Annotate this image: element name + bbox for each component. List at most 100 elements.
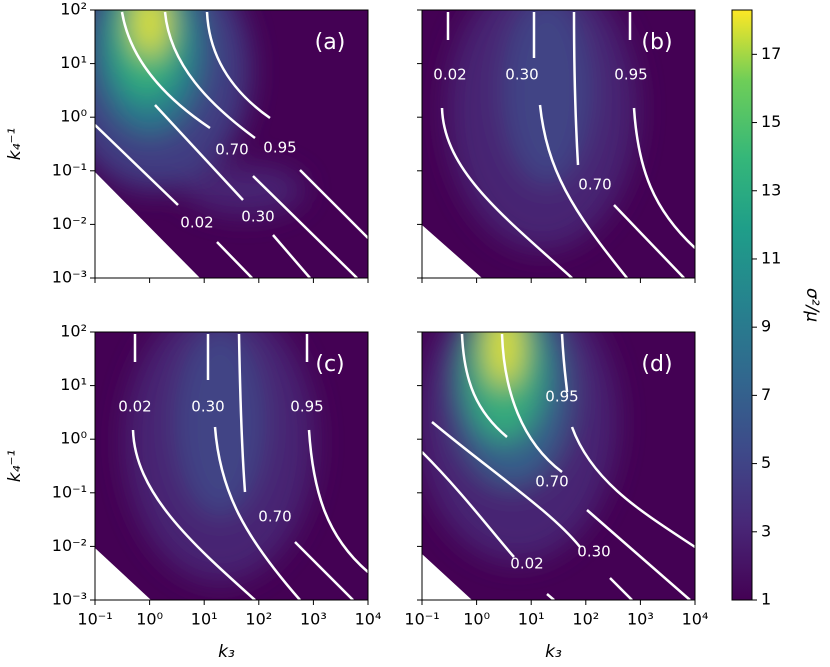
- x-tick-label: 10¹: [518, 610, 545, 629]
- x-tick-label: 10⁴: [682, 610, 709, 629]
- colorbar-tick-label: 9: [761, 317, 771, 336]
- contour-line: [431, 421, 581, 548]
- colorbar-tick-label: 1: [761, 590, 771, 609]
- field-blob: [185, 165, 305, 215]
- contour-line: [213, 426, 301, 600]
- y-tick-label: 10⁻¹: [52, 482, 87, 501]
- contour-label: 0.70: [215, 141, 248, 159]
- contour-line: [632, 107, 695, 249]
- contour-line: [609, 577, 633, 600]
- contour-line: [237, 333, 247, 493]
- x-tick-label: 10³: [627, 610, 654, 629]
- contours: [95, 11, 368, 278]
- contour-line: [560, 333, 569, 393]
- panel: 0.02 0.30 0.95 0.70 (c) 10⁻¹ 10⁰ 10¹ 10² 10³ 10⁴ 10…: [5, 322, 382, 663]
- y-tick-label: 10²: [60, 322, 87, 341]
- axes-frame: [421, 331, 696, 601]
- contour-line: [131, 429, 256, 600]
- y-axis-label: k₄⁻¹: [5, 128, 25, 160]
- no-data-region: [95, 172, 200, 278]
- contour-line: [205, 11, 271, 120]
- contour-line: [440, 107, 573, 278]
- colorbar-tick-label: 17: [761, 44, 781, 63]
- contour-line: [272, 234, 311, 278]
- no-data-region: [95, 548, 151, 600]
- contour-line: [299, 169, 368, 239]
- axes-frame: [421, 9, 696, 279]
- y-tick-label: 10²: [60, 0, 87, 19]
- field-blob: [486, 332, 522, 387]
- contours: [131, 333, 368, 600]
- colorbar-label: σ²/μ: [802, 288, 822, 322]
- contour-line: [294, 541, 354, 600]
- y-tick-label: 10⁻²: [52, 214, 87, 233]
- x-tick-label: 10²: [245, 610, 272, 629]
- x-tick-label: 10⁴: [355, 610, 382, 629]
- colorbar-tick-label: 13: [761, 180, 781, 199]
- contour-label: 0.02: [180, 214, 213, 232]
- contours: [440, 11, 695, 278]
- x-axis-label: k₃: [218, 642, 235, 662]
- field: [95, 10, 368, 278]
- contour-line: [570, 426, 695, 549]
- field-blob: [175, 332, 265, 517]
- contour-label: 0.95: [614, 66, 647, 84]
- contour-line: [120, 11, 211, 130]
- panel-label: (a): [315, 30, 346, 55]
- contour-label: 0.30: [577, 543, 610, 561]
- contour-line: [546, 593, 555, 600]
- contour-line: [252, 175, 358, 278]
- contour-label: 0.70: [535, 473, 568, 491]
- colorbar: [731, 9, 753, 601]
- field-blobs: [447, 10, 637, 250]
- colorbar-tick-label: 5: [761, 453, 771, 472]
- contour-label: 0.02: [510, 555, 543, 573]
- contour-line: [572, 11, 580, 166]
- contour-label: 0.70: [578, 176, 611, 194]
- panel-label: (d): [641, 352, 672, 377]
- no-data-region: [422, 225, 482, 278]
- contour-label: 0.95: [545, 388, 578, 406]
- x-tick-label: 10⁻¹: [404, 610, 439, 629]
- contour-label: 0.30: [241, 208, 274, 226]
- contour-label: 0.70: [258, 508, 291, 526]
- y-tick-label: 10⁰: [60, 429, 87, 448]
- field: [422, 332, 695, 600]
- field: [422, 10, 695, 278]
- y-axis-label: k₄⁻¹: [5, 450, 25, 482]
- field-blobs: [125, 332, 315, 582]
- y-tick-label: 10¹: [60, 53, 87, 72]
- contour-line: [422, 451, 515, 558]
- contour-label: 0.02: [433, 66, 466, 84]
- contour-label: 0.02: [118, 398, 151, 416]
- x-axis-label: k₃: [545, 642, 562, 662]
- contour-line: [216, 241, 253, 278]
- field-blobs: [422, 332, 617, 562]
- panel-label: (b): [641, 30, 672, 55]
- y-tick-label: 10¹: [60, 375, 87, 394]
- contour-line: [95, 124, 179, 206]
- contour-line: [586, 509, 691, 600]
- axes-frame: [94, 331, 369, 601]
- contour-label: 0.30: [191, 398, 224, 416]
- contour-line: [613, 204, 685, 278]
- x-tick-label: 10⁻¹: [77, 610, 112, 629]
- contour-label: 0.95: [290, 398, 323, 416]
- x-tick-label: 10²: [572, 610, 599, 629]
- axes-frame: [94, 9, 369, 279]
- x-tick-label: 10³: [300, 610, 327, 629]
- colorbar-tick-label: 11: [761, 248, 781, 267]
- panel: 0.02 0.30 0.70 0.95 (a) 10⁻³ 10⁻² 10⁻¹ 10⁰ 10¹ 10²…: [5, 0, 369, 287]
- colorbar-tick-label: 15: [761, 112, 781, 131]
- y-tick-label: 10⁻¹: [52, 160, 87, 179]
- contour-label: 0.30: [505, 66, 538, 84]
- panel: 0.95 0.70 0.30 0.02 (d) 10⁻¹ 10⁰ 10¹ 10² 10³ 10⁴ k₃: [404, 331, 709, 662]
- x-tick-label: 10⁰: [136, 610, 163, 629]
- contour-label: 0.95: [263, 139, 296, 157]
- contour-line: [500, 333, 563, 473]
- field-blob: [132, 10, 168, 57]
- y-tick-label: 10⁰: [60, 107, 87, 126]
- field-blob: [502, 10, 592, 185]
- contour-line: [154, 104, 244, 201]
